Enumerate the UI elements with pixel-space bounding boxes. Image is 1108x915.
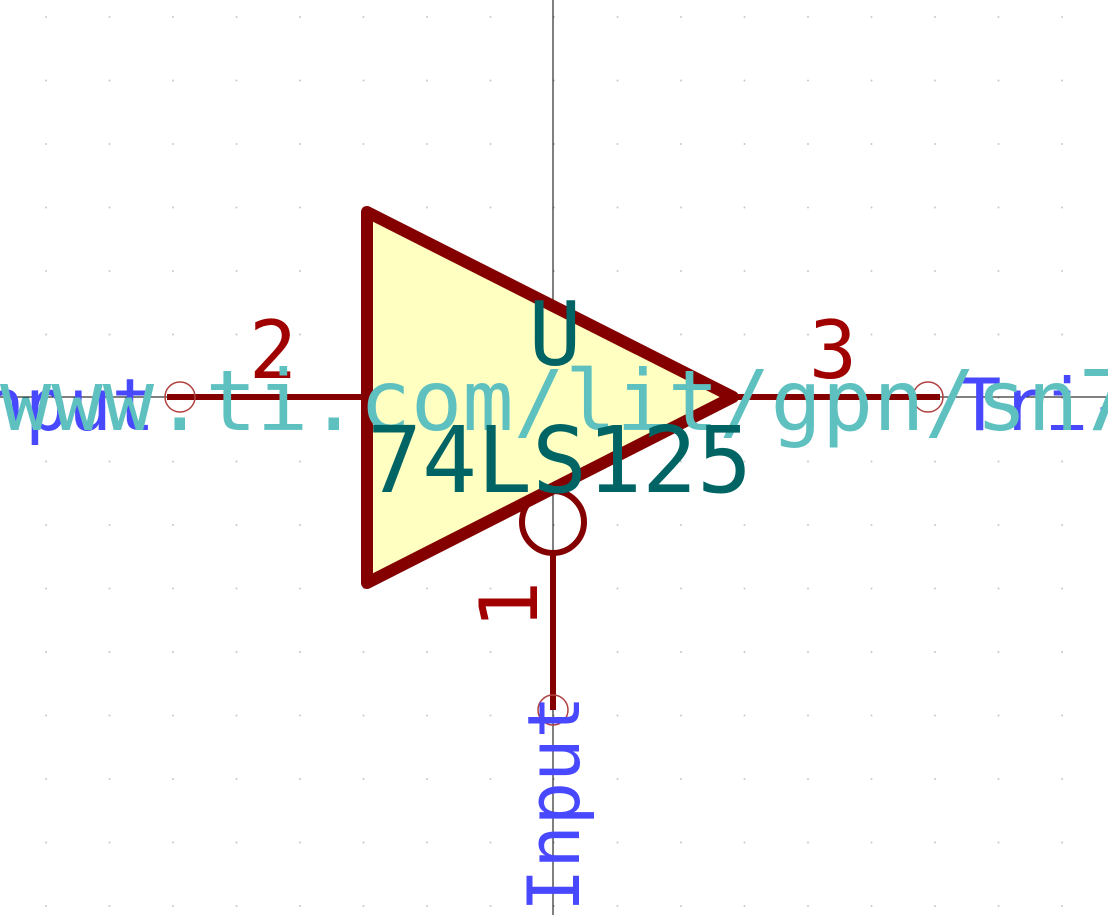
inverter-bubble [519,488,587,556]
pin-number: 1 [463,581,556,629]
pin-number: 3 [809,304,857,397]
reference-field: U [529,283,582,386]
pin-end [912,381,944,413]
pin-name: Input [512,695,596,912]
pin-number: 2 [249,304,297,397]
pin-name: Input [0,363,155,447]
value-field: 74LS125 [367,407,752,514]
pin-end [537,694,569,726]
pin-name: Tri- [958,363,1108,447]
pin-end [164,381,196,413]
datasheet-field: www.ti.com/lit/gpn/sn7 [0,352,1108,450]
